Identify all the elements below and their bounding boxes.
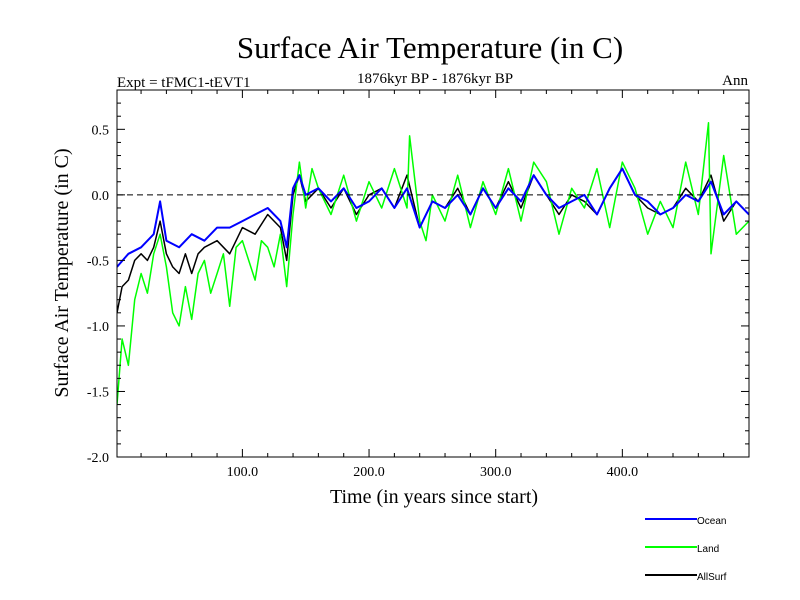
x-axis: 100.0 200.0 300.0 400.0 bbox=[140, 90, 725, 480]
legend-label-ocean: Ocean bbox=[697, 516, 726, 527]
x-tick-label: 200.0 bbox=[353, 465, 385, 480]
series-line-land bbox=[117, 122, 749, 405]
chart-subtitle: 1876kyr BP - 1876kyr BP bbox=[357, 71, 513, 87]
season-label: Ann bbox=[722, 73, 748, 89]
y-axis-label: Surface Air Temperature (in C) bbox=[51, 148, 73, 397]
y-tick-label: -2.0 bbox=[87, 451, 109, 466]
x-tick-label: 300.0 bbox=[480, 465, 512, 480]
series-line-ocean bbox=[117, 167, 749, 268]
chart-title: Surface Air Temperature (in C) bbox=[237, 30, 623, 65]
y-tick-label: -1.5 bbox=[87, 385, 109, 400]
series-layer bbox=[117, 122, 749, 405]
x-axis-label: Time (in years since start) bbox=[330, 486, 538, 508]
legend-label-allsurf: AllSurf bbox=[697, 572, 727, 583]
y-axis: -2.0 -1.5 -1.0 -0.5 0.0 0.5 bbox=[87, 102, 749, 466]
y-tick-label: 0.5 bbox=[92, 123, 110, 138]
plot-frame bbox=[116, 89, 750, 458]
x-tick-label: 400.0 bbox=[607, 465, 639, 480]
legend-label-land: Land bbox=[697, 544, 719, 555]
y-tick-label: -0.5 bbox=[87, 254, 109, 269]
legend: Ocean Land AllSurf bbox=[645, 516, 727, 583]
experiment-label: Expt = tFMC1-tEVT1 bbox=[117, 75, 250, 91]
y-tick-label: -1.0 bbox=[87, 320, 109, 335]
y-tick-label: 0.0 bbox=[92, 189, 110, 204]
x-tick-label: 100.0 bbox=[227, 465, 259, 480]
